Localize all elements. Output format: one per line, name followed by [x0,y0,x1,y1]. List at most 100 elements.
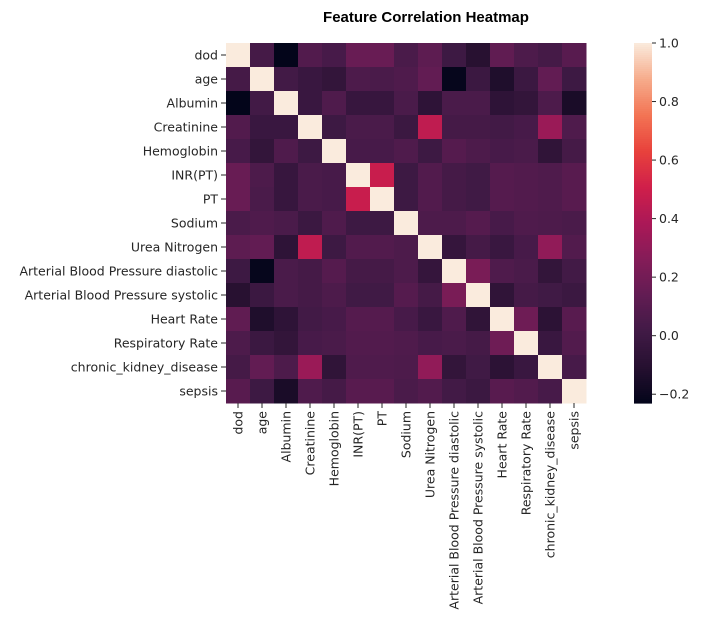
colorbar-segment [634,191,652,194]
colorbar-segment [634,159,652,162]
heatmap-cell [562,307,587,332]
heatmap-cell [442,355,467,380]
heatmap-cell [562,67,587,92]
heatmap-cell [226,379,251,404]
heatmap-cell [538,91,563,116]
y-axis-tick-labels: dod age Albumin Creatinine Hemoglobin INR(PT)… [19,48,226,399]
y-tick-label: Arterial Blood Pressure diastolic [19,264,218,279]
heatmap-cell [562,331,587,356]
heatmap-cell [250,163,275,188]
heatmap-cell [370,91,395,116]
heatmap-cell [538,307,563,332]
heatmap-cell [370,235,395,260]
heatmap-cell [226,115,251,140]
colorbar-segment [634,285,652,288]
y-tick-label: Creatinine [154,120,219,135]
colorbar-segment [634,369,652,372]
heatmap-cell [250,331,275,356]
heatmap-cell [394,307,419,332]
colorbar-segment [634,305,652,308]
heatmap-cell [274,211,299,236]
y-tick-label: sepsis [179,384,218,399]
heatmap-cell [298,139,323,164]
colorbar-segment [634,143,652,146]
x-tick-label: Hemoglobin [327,411,342,486]
heatmap-cell [298,259,323,284]
heatmap-cell [562,379,587,404]
colorbar-segment [634,211,652,214]
colorbar-segment [634,169,652,172]
heatmap-cell [490,91,515,116]
colorbar-segment [634,139,652,142]
heatmap-cell [346,115,371,140]
colorbar-segment [634,179,652,182]
colorbar-tick-label: 0.8 [659,94,679,109]
heatmap-cell [562,259,587,284]
heatmap-cell [442,307,467,332]
heatmap-cell [274,355,299,380]
colorbar-segment [634,327,652,330]
colorbar-segment [634,47,652,50]
colorbar-segment [634,153,652,156]
colorbar-segment [634,209,652,212]
colorbar-segment [634,187,652,190]
y-tick-label: PT [203,192,219,207]
colorbar-segment [634,255,652,258]
colorbar-segment [634,339,652,342]
colorbar-segment [634,281,652,284]
colorbar-segment [634,205,652,208]
heatmap-cell [322,235,347,260]
colorbar-segment [634,297,652,300]
colorbar-segment [634,279,652,282]
heatmap-cell [250,379,275,404]
heatmap-cell [418,139,443,164]
heatmap-cell [226,331,251,356]
heatmap-cell [466,235,491,260]
colorbar-segment [634,257,652,260]
colorbar-segment [634,293,652,296]
heatmap-cell [226,139,251,164]
colorbar-segment [634,385,652,388]
heatmap-cell [442,91,467,116]
colorbar-segment [634,303,652,306]
x-tick-label: Heart Rate [495,411,510,479]
colorbar-tick-label: 1.0 [659,36,679,51]
heatmap-cell [538,331,563,356]
colorbar-segment [634,315,652,318]
heatmap-cell [394,379,419,404]
heatmap-cell [442,163,467,188]
heatmap-cell [322,91,347,116]
heatmap-cell [442,379,467,404]
colorbar-segment [634,299,652,302]
heatmap-cell [394,91,419,116]
colorbar-segment [634,375,652,378]
colorbar-segment [634,111,652,114]
heatmap-cell [562,235,587,260]
heatmap-cell [226,355,251,380]
heatmap-cell [418,307,443,332]
heatmap-cell [370,259,395,284]
heatmap-cell [466,163,491,188]
heatmap-cell [298,115,323,140]
heatmap-cell [538,163,563,188]
heatmap-cell [298,235,323,260]
colorbar-segment [634,243,652,246]
heatmap-cell [322,283,347,308]
colorbar-tick-label: 0.6 [659,153,679,168]
heatmap-cell [250,283,275,308]
colorbar-segment [634,135,652,138]
heatmap-cell [466,43,491,68]
colorbar-segment [634,359,652,362]
heatmap-cell [370,163,395,188]
heatmap-cell [418,67,443,92]
heatmap-cell [442,331,467,356]
heatmap-cell [274,139,299,164]
colorbar-segment [634,59,652,62]
heatmap-cell [466,67,491,92]
colorbar-segment [634,395,652,398]
x-tick-label: Sodium [399,411,414,458]
heatmap-cell [346,235,371,260]
heatmap-cell [490,211,515,236]
heatmap-cell [322,331,347,356]
